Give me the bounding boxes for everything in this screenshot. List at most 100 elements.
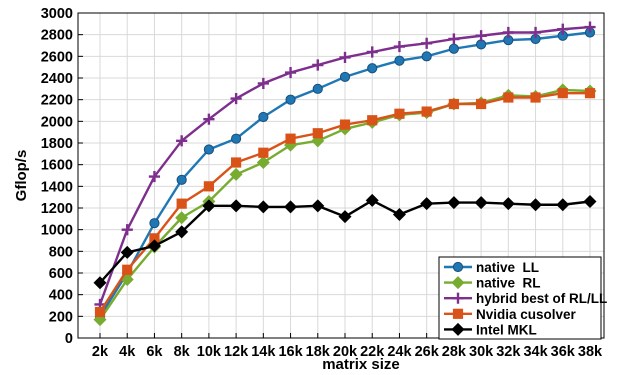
data-point [339, 119, 351, 130]
x-tick-label: 6k [146, 344, 163, 360]
data-point [312, 59, 324, 71]
legend-label: Intel MKL [476, 322, 537, 337]
data-point [365, 193, 379, 207]
data-point [93, 313, 107, 327]
data-point [147, 239, 161, 253]
x-tick-label: 14k [251, 344, 276, 360]
series-intel-mkl [93, 193, 597, 290]
data-point [475, 30, 487, 42]
data-point [421, 106, 432, 117]
x-tick-label: 32k [496, 344, 521, 360]
x-tick-label: 38k [578, 344, 603, 360]
data-point [367, 63, 378, 74]
data-point [501, 197, 515, 211]
data-point [448, 98, 459, 110]
y-tick-label: 1400 [41, 179, 73, 195]
data-point [392, 207, 406, 222]
data-point [421, 37, 433, 49]
series-nvidia-cusolver [94, 88, 596, 318]
data-point [94, 306, 106, 318]
legend-label: Nvidia cusolver [476, 307, 577, 322]
data-point [284, 200, 298, 214]
data-point [176, 135, 188, 147]
data-point [122, 264, 133, 275]
data-point [312, 128, 323, 139]
data-point [394, 108, 405, 119]
y-axis-title: Gflop/s [13, 150, 30, 202]
axis-ticks: 0 200 400 600 800 1000 1200 1400 1600 1800 2000 220… [41, 6, 603, 360]
data-point [258, 147, 269, 158]
legend-swatch-marker [451, 276, 465, 290]
x-tick-label: 16k [278, 344, 303, 360]
data-point [311, 199, 325, 213]
data-point [584, 21, 596, 33]
data-point [203, 144, 214, 155]
x-tick-label: 36k [551, 344, 576, 360]
plot-frame [77, 12, 605, 339]
y-tick-label: 1800 [41, 136, 73, 152]
data-point [339, 71, 351, 83]
data-point [393, 40, 406, 53]
data-point [556, 198, 570, 212]
x-tick-label: 22k [360, 344, 385, 360]
data-point [421, 51, 432, 62]
data-point [149, 218, 160, 229]
y-tick-label: 200 [49, 309, 73, 325]
data-point [231, 157, 242, 168]
data-point [312, 83, 323, 94]
data-point [311, 134, 325, 148]
data-point [285, 133, 296, 144]
data-point [257, 77, 269, 90]
x-tick-label: 18k [306, 344, 331, 360]
data-point [121, 224, 133, 236]
y-tick-label: 3000 [41, 6, 73, 22]
data-point [229, 199, 243, 213]
y-tick-label: 2400 [41, 71, 73, 87]
data-point [366, 46, 378, 58]
data-point [448, 43, 459, 54]
data-point [474, 196, 488, 210]
series-hybrid-best-of-rl-ll [94, 21, 596, 311]
x-tick-label: 4k [119, 344, 136, 360]
x-axis-title: matrix size [322, 356, 400, 373]
y-tick-label: 0 [65, 331, 73, 347]
x-tick-label: 26k [415, 344, 440, 360]
legend-label: native RL [476, 276, 541, 291]
y-tick-label: 2800 [41, 28, 73, 44]
data-point [447, 196, 461, 210]
x-tick-label: 8k [174, 344, 191, 360]
data-point [176, 174, 187, 185]
data-point [120, 245, 134, 259]
data-point [530, 92, 541, 103]
x-tick-label: 2k [92, 344, 109, 360]
data-point [367, 115, 378, 126]
data-point [175, 211, 189, 225]
y-tick-label: 1600 [41, 158, 73, 174]
legend-swatch-marker [452, 308, 464, 319]
data-point [284, 66, 297, 79]
y-tick-label: 600 [49, 266, 73, 282]
data-point [176, 198, 187, 209]
data-point [394, 55, 405, 66]
x-tick-label: 24k [387, 344, 412, 360]
data-point [231, 133, 242, 144]
data-point [338, 210, 352, 224]
y-tick-label: 1000 [41, 223, 73, 239]
data-point [503, 92, 514, 103]
data-point [529, 26, 542, 39]
data-point [448, 33, 460, 45]
legend-label: hybrid best of RL/LL [476, 291, 607, 306]
data-point [202, 199, 216, 213]
data-point [476, 98, 487, 110]
legend-swatch-marker [451, 322, 465, 336]
data-point [502, 26, 514, 39]
x-tick-label: 20k [333, 344, 358, 360]
data-point [584, 88, 596, 99]
x-tick-label: 12k [224, 344, 249, 360]
data-point [258, 111, 269, 123]
data-point [256, 200, 270, 214]
data-point [583, 194, 597, 209]
data-point [557, 23, 569, 35]
